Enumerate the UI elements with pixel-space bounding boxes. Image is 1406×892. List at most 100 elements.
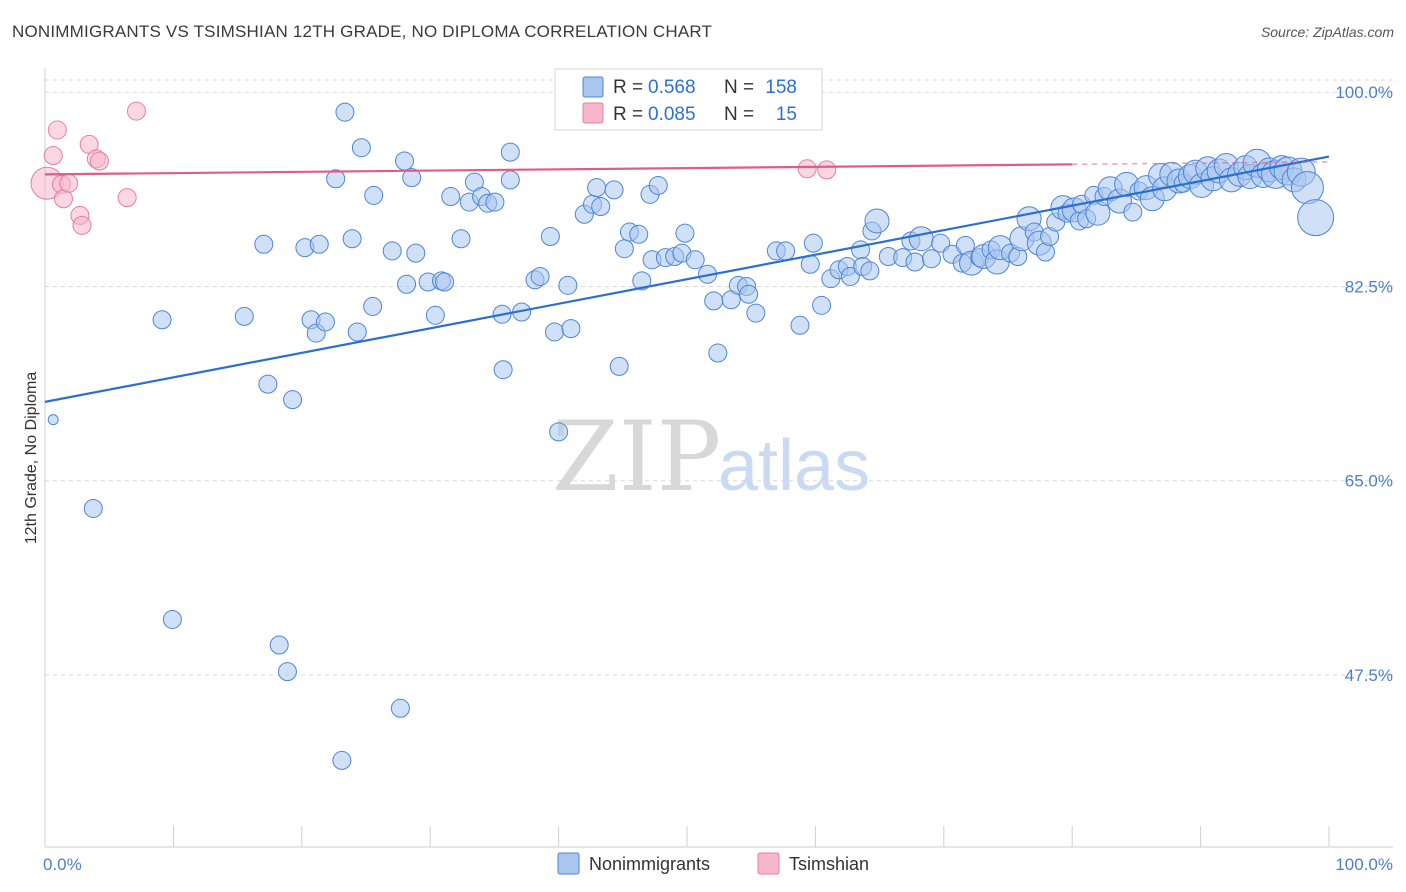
trendline-nonimmigrants <box>44 155 1330 403</box>
legend-r-label: R = <box>613 104 643 125</box>
watermark-atlas: atlas <box>718 426 870 506</box>
data-point <box>614 239 634 259</box>
series-tsimshian-points <box>30 101 837 235</box>
y-tick-labels: 47.5% 65.0% 82.5% 100.0% <box>1335 83 1393 685</box>
data-point <box>152 310 172 330</box>
data-point <box>790 315 810 335</box>
data-point <box>1123 202 1143 222</box>
data-point <box>162 609 182 629</box>
watermark-zip: ZIP <box>552 401 721 513</box>
data-point <box>500 170 520 190</box>
trendlines <box>44 155 1330 403</box>
watermark: ZIP atlas <box>552 401 870 513</box>
data-point <box>648 175 668 195</box>
data-point <box>817 160 837 180</box>
data-point <box>493 360 513 380</box>
data-point <box>746 303 766 323</box>
data-point <box>812 295 832 315</box>
legend-r-value: 0.568 <box>648 77 696 98</box>
data-point <box>342 229 362 249</box>
data-point <box>72 215 92 235</box>
bottom-legend-swatch-tsimshian <box>757 852 780 875</box>
data-point <box>89 151 109 171</box>
data-point <box>921 249 941 269</box>
data-point <box>549 422 569 442</box>
data-point <box>283 390 303 410</box>
data-point <box>269 635 289 655</box>
data-point <box>326 169 346 189</box>
data-point <box>364 185 384 205</box>
data-point <box>451 229 471 249</box>
data-point <box>309 234 329 254</box>
data-point <box>540 227 560 246</box>
data-point <box>1290 171 1324 205</box>
data-point <box>117 188 137 208</box>
data-point <box>609 356 629 376</box>
data-point <box>840 266 860 286</box>
data-point <box>382 241 402 261</box>
data-point <box>441 187 461 207</box>
data-point <box>397 274 417 294</box>
y-tick-label: 65.0% <box>1345 472 1393 491</box>
legend: R = 0.568 N = 158 R = 0.085 N = 15 <box>554 68 823 131</box>
data-point <box>675 223 695 243</box>
x-tick-marks <box>44 826 1330 847</box>
data-point <box>530 266 550 286</box>
y-tick-label: 47.5% <box>1345 666 1393 685</box>
data-point <box>485 192 505 212</box>
data-point <box>425 305 445 325</box>
data-point <box>234 306 254 326</box>
legend-n-label: N = <box>724 77 754 98</box>
data-point <box>708 343 728 363</box>
data-point <box>47 414 59 426</box>
legend-n-label: N = <box>724 104 754 125</box>
trendline-tsimshian-extension <box>1072 161 1330 166</box>
data-point <box>685 250 705 270</box>
legend-n-value: 15 <box>776 104 797 125</box>
bottom-legend-label-tsimshian: Tsimshian <box>789 854 869 874</box>
data-point <box>797 159 817 179</box>
data-point <box>347 322 367 342</box>
legend-r-label: R = <box>613 77 643 98</box>
data-point <box>604 180 624 200</box>
legend-swatch-nonimmigrants <box>582 76 604 98</box>
data-point <box>277 662 297 682</box>
data-point <box>739 284 759 304</box>
data-point <box>351 138 371 158</box>
data-point <box>803 233 823 253</box>
series-nonimmigrants-points <box>47 102 1335 770</box>
legend-r-value: 0.085 <box>648 104 696 125</box>
data-point <box>561 319 581 339</box>
data-point <box>435 272 455 292</box>
data-point <box>864 208 890 234</box>
data-point <box>126 101 146 121</box>
data-point <box>395 151 415 171</box>
bottom-legend-label-nonimmigrants: Nonimmigrants <box>589 854 710 874</box>
data-point <box>629 224 649 244</box>
bottom-legend-swatch-nonimmigrants <box>557 852 580 875</box>
chart-title: NONIMMIGRANTS VS TSIMSHIAN 12TH GRADE, N… <box>12 22 713 41</box>
data-point <box>1297 199 1335 237</box>
y-axis-label: 12th Grade, No Diploma <box>23 372 40 545</box>
data-point <box>254 234 274 254</box>
legend-row-tsimshian: R = 0.085 N = 15 <box>582 102 797 125</box>
legend-swatch-tsimshian <box>582 102 604 124</box>
data-point <box>587 178 607 198</box>
data-point <box>908 226 934 252</box>
data-point <box>500 142 520 162</box>
data-point <box>315 312 335 332</box>
x-tick-label-max: 100.0% <box>1335 855 1393 874</box>
data-point <box>851 240 871 260</box>
x-tick-label-min: 0.0% <box>43 855 82 874</box>
data-point <box>363 296 383 316</box>
data-point <box>860 261 880 281</box>
data-point <box>402 168 422 188</box>
data-point <box>43 145 63 165</box>
y-tick-label: 82.5% <box>1345 277 1393 296</box>
data-point <box>332 750 352 770</box>
data-point <box>406 243 426 263</box>
data-point <box>335 102 355 122</box>
data-point <box>59 173 79 193</box>
bottom-legend: Nonimmigrants Tsimshian <box>557 852 869 875</box>
